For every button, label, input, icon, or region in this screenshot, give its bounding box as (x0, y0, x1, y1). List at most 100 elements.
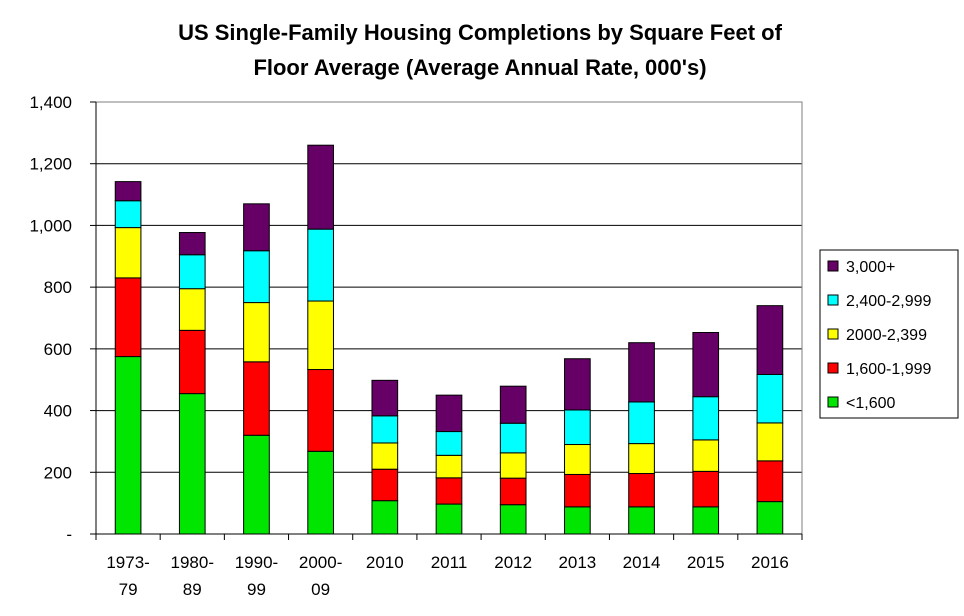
bar-segment-6-2 (499, 452, 527, 479)
x-tick-label-0: 1973-79 (106, 553, 149, 599)
bar-segment-7-1 (564, 473, 591, 508)
y-tick-label-0: - (66, 525, 72, 544)
bar-column-3 (307, 144, 334, 535)
bar-segment-4-2 (371, 442, 399, 470)
bar-segment-0-4 (114, 181, 142, 202)
bar-segment-5-2 (435, 454, 463, 479)
bar-segment-0-3 (114, 200, 142, 229)
bar-segment-3-1 (307, 369, 334, 452)
bar-segment-10-2 (756, 422, 784, 462)
bar-segment-6-1 (499, 477, 527, 506)
bar-segment-5-1 (435, 477, 463, 505)
bar-column-6 (499, 385, 527, 535)
bar-segment-7-4 (564, 358, 591, 411)
y-tick-label-1200: 1,200 (29, 155, 72, 174)
bar-column-2 (243, 203, 270, 535)
bar-segment-2-1 (243, 361, 270, 436)
bar-segment-3-3 (307, 228, 334, 302)
bar-segment-9-3 (692, 396, 720, 441)
legend-item-3: 1,600-1,999 (827, 361, 932, 378)
x-tick-label-3: 2000-09 (299, 553, 342, 599)
x-tick-label-4: 2010 (366, 553, 404, 572)
legend-label-4: <1,600 (846, 395, 895, 412)
bar-segment-5-4 (435, 394, 463, 433)
bar-segment-6-0 (499, 504, 527, 535)
legend-swatch-0 (827, 260, 839, 272)
bar-segment-7-3 (564, 409, 591, 446)
legend-item-4: <1,600 (827, 395, 895, 412)
y-tick-label-200: 200 (44, 463, 72, 482)
bar-segment-1-3 (178, 254, 206, 290)
bar-segment-2-0 (243, 434, 270, 535)
bar-column-10 (756, 305, 784, 535)
bar-segment-8-1 (628, 473, 655, 508)
bar-segment-7-0 (564, 506, 591, 535)
bar-segment-9-4 (692, 332, 720, 398)
y-axis-ticks: - 200 400 600 800 1,000 1,200 1,400 (29, 93, 96, 544)
bar-segment-9-0 (692, 506, 720, 535)
bar-segment-6-4 (499, 385, 527, 424)
bar-segment-10-4 (756, 305, 784, 375)
bar-segment-2-4 (243, 203, 270, 252)
legend-label-0: 3,000+ (846, 259, 895, 276)
bar-segment-10-3 (756, 373, 784, 424)
legend-label-3: 1,600-1,999 (846, 361, 932, 378)
legend-item-0: 3,000+ (827, 259, 895, 276)
bar-column-8 (628, 342, 655, 535)
y-tick-label-1400: 1,400 (29, 93, 72, 112)
legend-swatch-4 (827, 396, 839, 408)
bar-segment-3-0 (307, 450, 334, 535)
bar-segment-4-3 (371, 415, 399, 444)
bar-segment-1-2 (178, 288, 206, 331)
x-tick-label-5: 2011 (431, 553, 468, 572)
x-tick-label-2: 1990-99 (235, 553, 278, 599)
x-tick-label-7: 2013 (558, 553, 596, 572)
legend-label-2: 2000-2,399 (846, 327, 927, 344)
x-tick-label-10: 2016 (751, 553, 789, 572)
bar-column-7 (564, 358, 591, 535)
x-tick-label-1: 1980-89 (171, 553, 214, 599)
bar-segment-10-1 (756, 460, 784, 503)
bar-segment-5-0 (435, 503, 463, 535)
x-tick-label-6: 2012 (494, 553, 532, 572)
bar-segment-1-1 (178, 329, 206, 395)
y-tick-label-600: 600 (44, 340, 72, 359)
bar-segment-9-1 (692, 470, 720, 508)
legend: 3,000+ 2,400-2,999 2000-2,399 1,600-1,999 <1… (819, 249, 959, 419)
y-tick-label-400: 400 (44, 402, 72, 421)
bar-segment-1-4 (178, 232, 206, 256)
legend-box (819, 249, 959, 419)
bar-segment-4-4 (371, 379, 399, 417)
bar-segment-4-1 (371, 468, 399, 502)
bar-segment-8-3 (628, 401, 655, 445)
bar-column-1 (178, 232, 206, 535)
x-axis-ticks: 1973-79 1980-89 1990-99 2000-09 2010 2011 2012… (95, 534, 803, 599)
bar-segment-0-1 (114, 277, 142, 358)
bar-segment-1-0 (178, 393, 206, 535)
bar-segment-8-4 (628, 342, 655, 403)
legend-swatch-2 (827, 328, 839, 340)
legend-swatch-3 (827, 362, 839, 374)
legend-label-1: 2,400-2,999 (846, 293, 932, 310)
bar-segment-2-2 (243, 302, 270, 363)
bar-column-5 (435, 394, 463, 535)
bar-segment-8-2 (628, 443, 655, 475)
legend-item-1: 2,400-2,999 (827, 293, 932, 310)
legend-item-2: 2000-2,399 (827, 327, 927, 344)
bar-segment-3-2 (307, 300, 334, 371)
bar-column-9 (692, 332, 720, 535)
y-tick-label-800: 800 (44, 278, 72, 297)
bar-column-4 (371, 379, 399, 535)
chart-title-line-1: US Single-Family Housing Completions by … (178, 20, 783, 45)
bars (114, 144, 784, 535)
bar-segment-9-2 (692, 439, 720, 472)
bar-column-0 (114, 181, 142, 535)
x-tick-label-8: 2014 (623, 553, 661, 572)
y-tick-label-1000: 1,000 (29, 216, 72, 235)
bar-segment-0-0 (114, 356, 142, 535)
chart-title-line-2: Floor Average (Average Annual Rate, 000'… (253, 55, 706, 80)
chart-title: US Single-Family Housing Completions by … (178, 20, 783, 80)
bar-segment-6-3 (499, 422, 527, 454)
bar-segment-5-3 (435, 431, 463, 456)
